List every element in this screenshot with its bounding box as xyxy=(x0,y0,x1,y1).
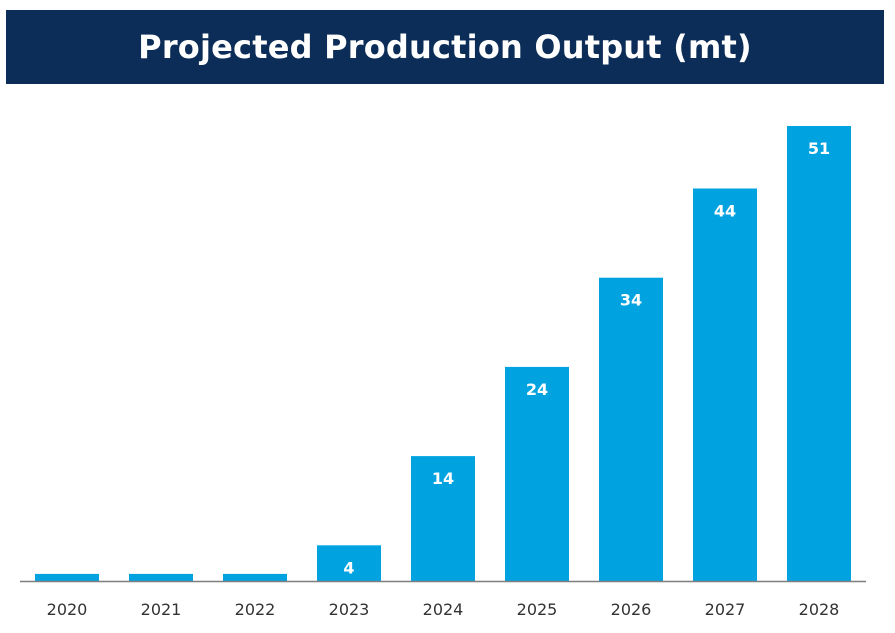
x-tick-label-2027: 2027 xyxy=(705,600,746,619)
data-label-2027: 44 xyxy=(714,202,736,221)
x-tick-label-2022: 2022 xyxy=(235,600,276,619)
data-label-2028: 51 xyxy=(808,139,830,158)
x-tick-label-2020: 2020 xyxy=(47,600,88,619)
x-tick-label-2025: 2025 xyxy=(517,600,558,619)
x-tick-label-2026: 2026 xyxy=(611,600,652,619)
x-tick-label-2024: 2024 xyxy=(423,600,464,619)
bar-2027 xyxy=(693,188,757,581)
x-tick-label-2028: 2028 xyxy=(799,600,840,619)
bar-2026 xyxy=(599,277,663,581)
bar-2028 xyxy=(787,126,851,581)
x-tick-label-2023: 2023 xyxy=(329,600,370,619)
bar-2022 xyxy=(223,573,287,581)
bar-2025 xyxy=(505,366,569,581)
bar-2021 xyxy=(129,573,193,581)
bar-2020 xyxy=(35,573,99,581)
x-tick-label-2021: 2021 xyxy=(141,600,182,619)
data-label-2024: 14 xyxy=(432,469,454,488)
bar-2023 xyxy=(317,545,381,581)
data-label-2026: 34 xyxy=(620,291,642,310)
title-banner: Projected Production Output (mt) xyxy=(6,10,884,84)
data-label-2023: 4 xyxy=(343,558,354,577)
data-label-2025: 24 xyxy=(526,380,548,399)
chart-title: Projected Production Output (mt) xyxy=(138,28,752,66)
bar-2024 xyxy=(411,456,475,581)
